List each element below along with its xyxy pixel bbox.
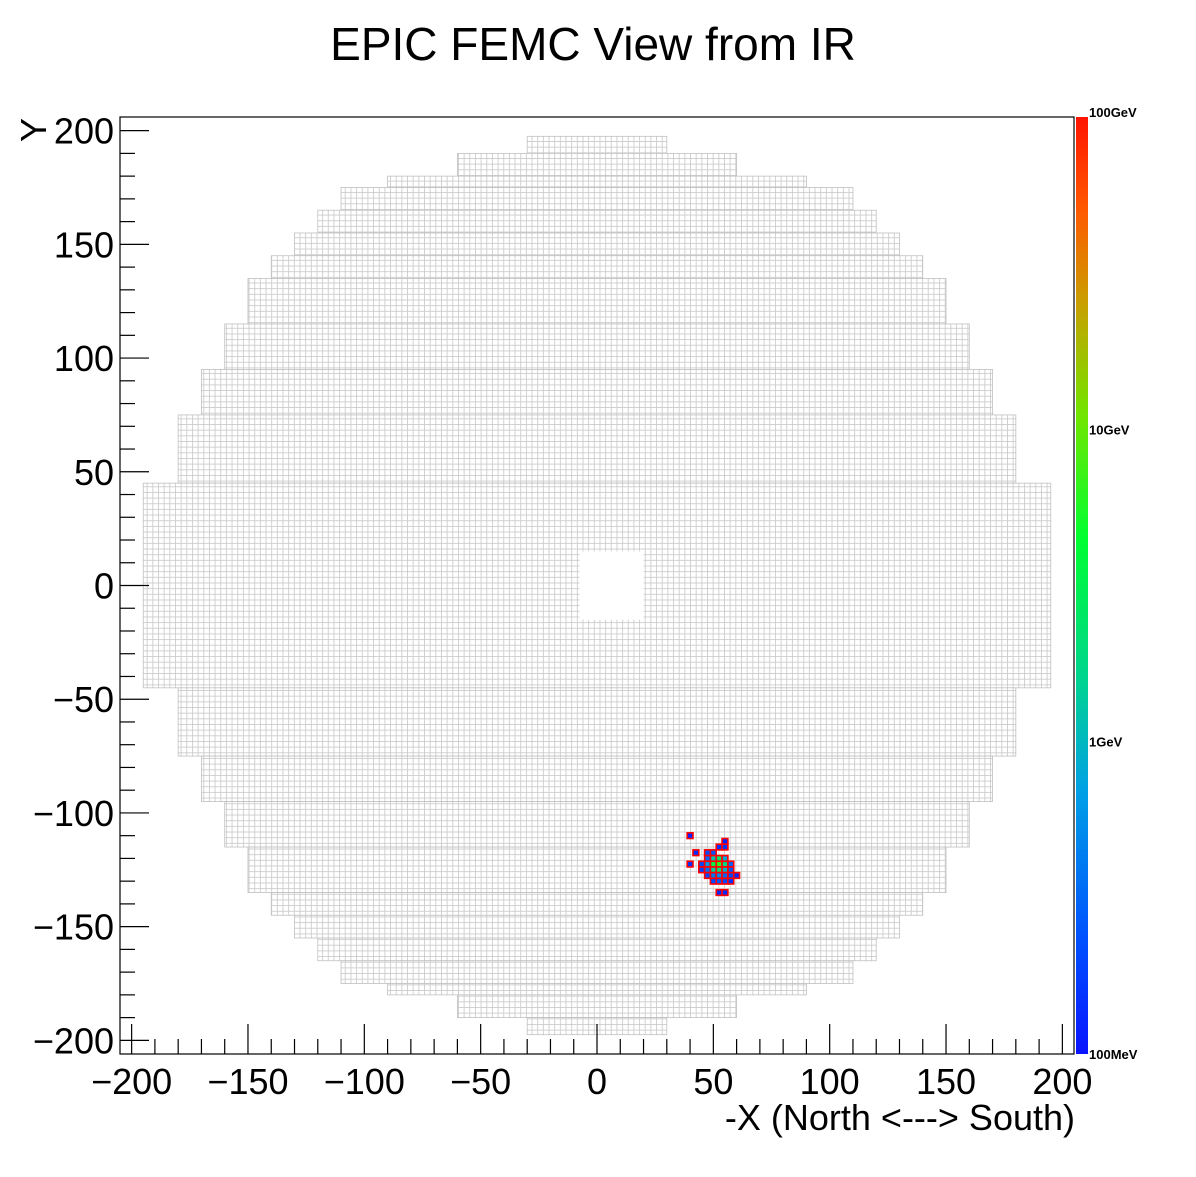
tower-band [294,232,900,257]
y-axis-ticks: −200 −150 −100 −50 0 50 100 150 200 [33,111,149,1061]
hit-tower [703,854,712,863]
x-axis-ticks: −200 −150 −100 −50 0 50 100 150 200 [91,1024,1092,1102]
colorbar-label: 10GeV [1089,422,1130,437]
hit-tower [703,866,712,874]
tower-band [247,846,947,893]
tower-band [247,278,947,325]
hit-tower [721,877,729,885]
hit-tower [727,860,735,868]
beam-hole [579,551,644,620]
tower-band [526,135,668,154]
tower-band [201,369,993,416]
hit-tower [686,832,694,840]
x-tick-label: −150 [207,1061,288,1102]
x-tick-label: 0 [587,1061,607,1102]
tower-band [340,960,854,984]
y-tick-label: −200 [33,1020,114,1061]
hit-tower [721,843,729,851]
hit-tower [715,877,723,885]
hit-tower [715,843,723,851]
hit-tower [697,860,706,868]
hit-tower [715,866,723,874]
x-tick-label: −100 [324,1061,405,1102]
hit-tower [715,888,723,897]
hit-tower [721,866,729,874]
hit-tower [709,860,718,868]
hit-tower [703,849,712,857]
x-tick-label: 150 [916,1061,976,1102]
y-tick-label: 0 [94,566,114,607]
hit-tower [697,866,706,874]
y-tick-label: −50 [53,679,114,720]
y-tick-label: 100 [54,338,114,379]
tower-band [201,755,993,802]
hit-tower [709,871,718,880]
x-tick-label: −200 [91,1061,172,1102]
colorbar-labels: 100GeV 10GeV 1GeV 100MeV [1089,105,1138,1062]
hit-tower [721,854,729,863]
hit-tower [715,871,723,880]
colorbar-label: 1GeV [1089,735,1123,750]
x-tick-label: 200 [1032,1061,1092,1102]
x-tick-label: 100 [800,1061,860,1102]
hit-tower [721,860,729,868]
hit-tower [727,877,735,885]
detector-towers [142,135,1052,1036]
hit-tower [709,854,718,863]
tower-band [456,994,738,1019]
hit-tower [727,866,735,874]
hit-tower [709,877,718,885]
tower-band [317,937,877,962]
tower-band [387,175,807,188]
hit-tower [715,860,723,868]
y-tick-label: 150 [54,224,114,265]
tower-band [317,209,877,234]
colorbar [1076,117,1088,1054]
tower-band [177,414,1017,484]
tower-band [456,152,738,177]
hit-tower [709,866,718,874]
colorbar-label: 100GeV [1089,105,1137,120]
hit-tower [686,860,694,868]
hit-tower [692,849,700,857]
tower-band [340,187,854,211]
hit-tower [715,854,723,863]
x-axis-label: -X (North <---> South) [725,1097,1075,1138]
tower-band [270,892,924,916]
hit-tower [721,871,729,880]
hit-tower [732,871,741,880]
x-tick-label: 50 [693,1061,733,1102]
tower-band [224,323,970,370]
x-tick-label: −50 [450,1061,511,1102]
y-tick-label: −100 [33,793,114,834]
tower-band [224,801,970,848]
hit-towers [686,832,741,897]
hit-tower [721,837,729,845]
tower-band [387,983,807,996]
hit-tower [703,871,712,880]
chart-title: EPIC FEMC View from IR [330,18,856,70]
y-axis-label: Y [13,118,54,142]
hit-tower [721,888,729,897]
y-tick-label: 200 [54,111,114,152]
tower-band [270,255,924,279]
y-tick-label: 50 [74,452,114,493]
colorbar-label: 100MeV [1089,1047,1138,1062]
tower-band [177,687,1017,757]
y-tick-label: −150 [33,907,114,948]
hit-tower [703,860,712,868]
hit-tower [709,849,718,857]
tower-band [294,914,900,939]
hit-tower [727,871,735,880]
